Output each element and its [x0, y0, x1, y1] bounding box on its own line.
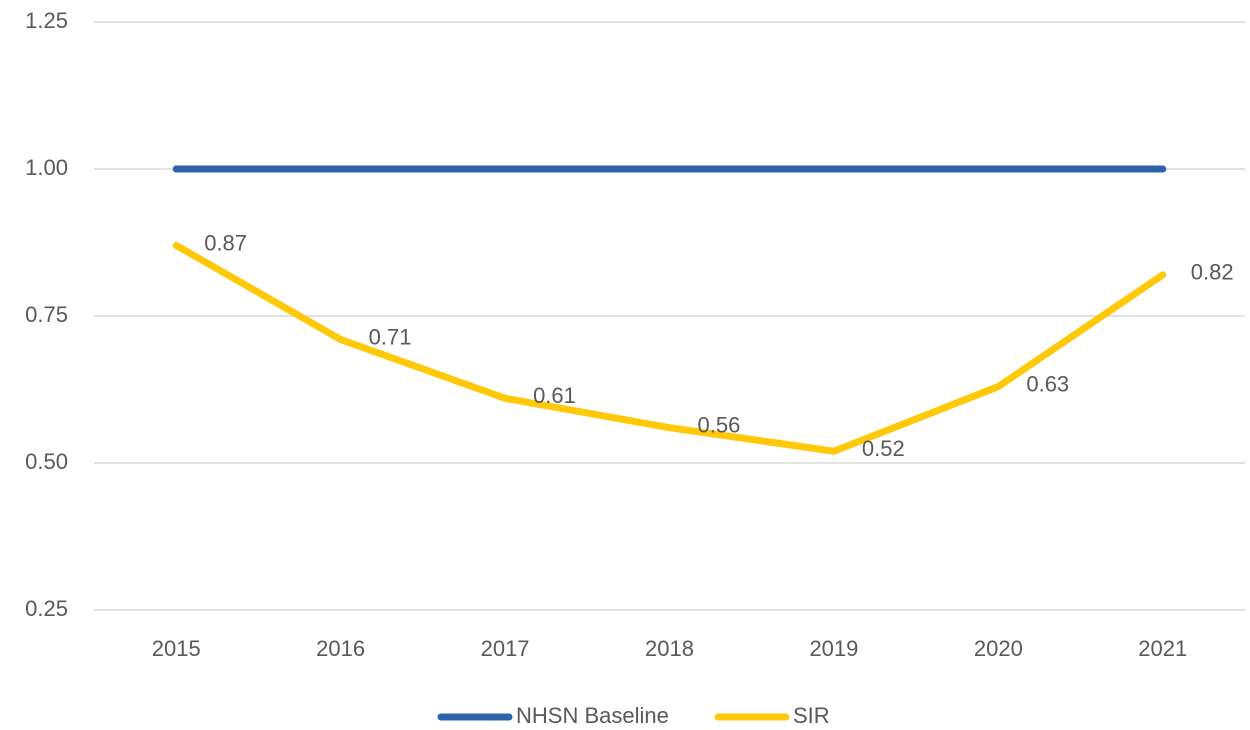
x-tick-label: 2016	[316, 636, 365, 661]
y-tick-label: 1.25	[25, 8, 68, 33]
legend-label: NHSN Baseline	[516, 703, 669, 728]
x-tick-label: 2015	[152, 636, 201, 661]
x-tick-label: 2017	[481, 636, 530, 661]
y-tick-label: 0.75	[25, 302, 68, 327]
legend-label: SIR	[793, 703, 830, 728]
x-tick-label: 2018	[645, 636, 694, 661]
x-tick-label: 2020	[974, 636, 1023, 661]
data-label: 0.63	[1026, 371, 1069, 396]
y-tick-label: 0.25	[25, 596, 68, 621]
data-label: 0.56	[698, 413, 741, 438]
y-tick-label: 0.50	[25, 449, 68, 474]
data-label: 0.87	[204, 230, 247, 255]
data-label: 0.71	[369, 324, 412, 349]
series-line	[172, 241, 1167, 455]
y-tick-label: 1.00	[25, 155, 68, 180]
x-tick-label: 2019	[809, 636, 858, 661]
data-label: 0.82	[1191, 260, 1234, 285]
data-label: 0.52	[862, 436, 905, 461]
data-label: 0.61	[533, 383, 576, 408]
x-tick-label: 2021	[1138, 636, 1187, 661]
